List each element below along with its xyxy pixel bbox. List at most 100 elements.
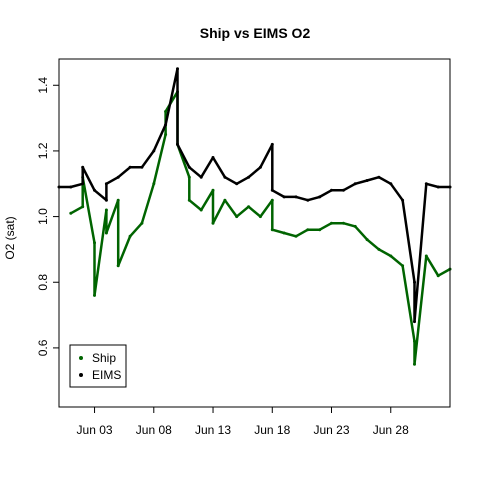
data-point (306, 199, 309, 202)
data-point (389, 182, 392, 185)
data-point (401, 199, 404, 202)
data-point (188, 166, 191, 169)
data-point (69, 186, 72, 189)
data-point (295, 235, 298, 238)
x-axis: Jun 03 Jun 08 Jun 13 Jun 18 Jun 23 Jun 28 (77, 407, 410, 437)
data-point (176, 67, 179, 70)
data-point (200, 176, 203, 179)
data-point (93, 241, 96, 244)
data-point (318, 195, 321, 198)
data-point (223, 176, 226, 179)
data-point (188, 199, 191, 202)
legend: Ship EIMS (70, 345, 126, 387)
data-point (271, 189, 274, 192)
y-tick-label: 0.8 (36, 274, 50, 291)
data-point (140, 166, 143, 169)
data-point (105, 199, 108, 202)
data-point (342, 222, 345, 225)
data-point (306, 228, 309, 231)
data-point (105, 209, 108, 212)
series-line-eims (59, 69, 450, 322)
data-point (212, 189, 215, 192)
data-point (425, 255, 428, 258)
data-point (235, 182, 238, 185)
data-point (366, 238, 369, 241)
data-point (105, 182, 108, 185)
data-point (212, 222, 215, 225)
data-point (389, 255, 392, 258)
data-point (164, 123, 167, 126)
x-tick-label: Jun 08 (136, 423, 172, 437)
data-point (413, 320, 416, 323)
data-point (140, 222, 143, 225)
data-point (271, 199, 274, 202)
legend-ship-marker (79, 356, 83, 360)
data-point (129, 235, 132, 238)
data-point (366, 179, 369, 182)
data-point (223, 199, 226, 202)
data-point (377, 248, 380, 251)
data-point (271, 228, 274, 231)
series-ship (69, 90, 451, 366)
data-point (283, 195, 286, 198)
data-point (235, 215, 238, 218)
legend-ship-label: Ship (92, 351, 116, 365)
x-tick-label: Jun 23 (313, 423, 349, 437)
data-point (342, 189, 345, 192)
data-point (81, 182, 84, 185)
data-point (354, 182, 357, 185)
legend-eims-marker (79, 373, 83, 377)
data-point (117, 176, 120, 179)
data-point (247, 176, 250, 179)
y-axis: 0.6 0.8 1.0 1.2 1.4 (36, 77, 59, 357)
data-point (152, 182, 155, 185)
data-point (425, 182, 428, 185)
series-eims (58, 67, 452, 323)
legend-eims-label: EIMS (92, 368, 121, 382)
data-point (283, 232, 286, 235)
data-point (318, 228, 321, 231)
data-point (354, 225, 357, 228)
data-point (93, 189, 96, 192)
data-point (188, 176, 191, 179)
x-tick-label: Jun 28 (373, 423, 409, 437)
data-point (81, 205, 84, 208)
data-point (69, 212, 72, 215)
data-point (271, 143, 274, 146)
data-point (152, 149, 155, 152)
data-point (81, 166, 84, 169)
series-line-ship (71, 92, 450, 365)
data-point (259, 166, 262, 169)
data-point (247, 205, 250, 208)
data-point (129, 166, 132, 169)
data-point (295, 195, 298, 198)
data-point (200, 209, 203, 212)
y-tick-label: 1.0 (36, 208, 50, 225)
data-point (413, 363, 416, 366)
data-point (413, 340, 416, 343)
data-point (259, 215, 262, 218)
y-tick-label: 1.2 (36, 142, 50, 159)
data-point (117, 199, 120, 202)
plot-area (58, 67, 452, 366)
data-point (437, 274, 440, 277)
data-point (437, 186, 440, 189)
x-tick-label: Jun 13 (195, 423, 231, 437)
data-point (105, 232, 108, 235)
chart-title: Ship vs EIMS O2 (200, 25, 311, 41)
data-point (176, 143, 179, 146)
data-point (401, 264, 404, 267)
data-point (164, 110, 167, 113)
data-point (117, 264, 120, 267)
data-point (93, 294, 96, 297)
x-tick-label: Jun 03 (77, 423, 113, 437)
y-axis-label: O2 (sat) (3, 216, 17, 259)
data-point (330, 189, 333, 192)
data-point (377, 176, 380, 179)
y-tick-label: 0.6 (36, 339, 50, 356)
data-point (164, 133, 167, 136)
x-tick-label: Jun 18 (254, 423, 290, 437)
data-point (413, 281, 416, 284)
data-point (330, 222, 333, 225)
